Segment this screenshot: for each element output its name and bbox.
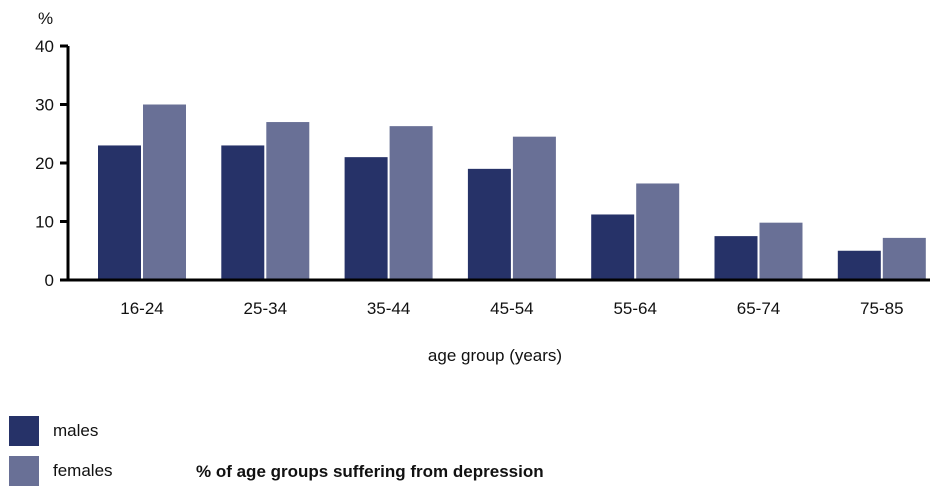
chart-caption: % of age groups suffering from depressio… [196, 462, 544, 481]
bar-females-25-34 [266, 122, 310, 280]
bar-males-25-34 [221, 145, 265, 280]
legend-label-males: males [53, 421, 99, 440]
y-tick-label: 0 [45, 271, 54, 290]
x-tick-label: 65-74 [737, 299, 780, 318]
legend-item-females: females [9, 456, 113, 486]
y-tick-label: 30 [35, 96, 54, 115]
x-tick-label: 45-54 [490, 299, 533, 318]
bar-males-16-24 [98, 145, 141, 280]
bar-males-55-64 [591, 214, 635, 280]
x-tick-label: 25-34 [244, 299, 287, 318]
y-ticks: 0 10 20 30 40 [35, 37, 68, 290]
legend-item-males: males [9, 416, 98, 446]
legend-label-females: females [53, 461, 113, 480]
bar-females-35-44 [389, 126, 433, 281]
bar-males-65-74 [714, 236, 758, 280]
legend-swatch-females [9, 456, 39, 486]
bar-females-65-74 [759, 222, 803, 280]
bar-females-75-85 [882, 237, 926, 280]
y-tick-label: 10 [35, 213, 54, 232]
bar-females-55-64 [636, 183, 680, 280]
y-tick-label: 40 [35, 37, 54, 56]
bar-females-45-54 [512, 136, 556, 280]
bar-males-75-85 [837, 250, 881, 280]
x-tick-label: 75-85 [860, 299, 903, 318]
bars-group [98, 104, 926, 281]
bar-males-45-54 [467, 168, 511, 280]
x-tick-label: 55-64 [613, 299, 656, 318]
y-axis-label: % [38, 9, 53, 28]
bar-chart: 0 10 20 30 40 16-24 25-34 35-44 45-54 55-64 65-74… [35, 9, 930, 365]
x-tick-label: 35-44 [367, 299, 410, 318]
bar-males-35-44 [344, 157, 388, 280]
x-tick-label: 16-24 [120, 299, 163, 318]
legend-swatch-males [9, 416, 39, 446]
bar-females-16-24 [143, 104, 186, 280]
x-ticks: 16-24 25-34 35-44 45-54 55-64 65-74 75-85 [120, 299, 903, 318]
x-axis-label: age group (years) [428, 346, 562, 365]
y-tick-label: 20 [35, 154, 54, 173]
